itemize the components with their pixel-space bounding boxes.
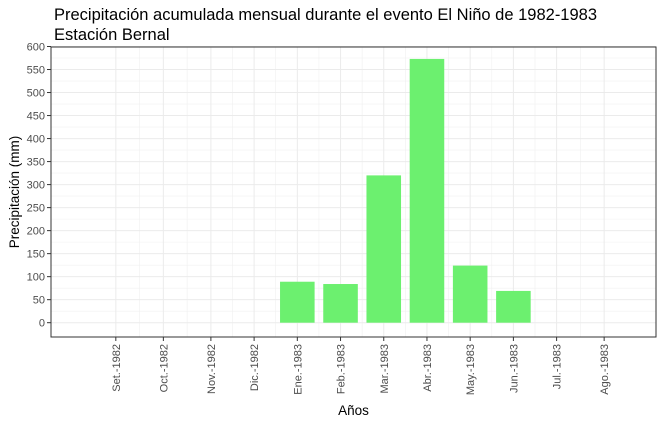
y-tick-label: 250 [27,203,45,215]
x-tick-label: Jul.-1983 [552,344,564,389]
x-tick-label: Ene.-1983 [292,344,304,395]
x-tick-label: May.-1983 [465,344,477,395]
bar [452,265,488,323]
y-tick-label: 50 [33,295,45,307]
y-tick-label: 350 [27,157,45,169]
y-tick-label: 150 [27,249,45,261]
chart-subtitle: Estación Bernal [54,26,170,44]
y-tick-label: 400 [27,134,45,146]
x-tick-label: Nov.-1982 [206,344,218,394]
y-tick-label: 100 [27,272,45,284]
x-tick-label: Set.-1982 [111,344,123,392]
x-tick-label: Jun.-1983 [508,344,520,393]
chart-title-block: Precipitación acumulada mensual durante … [54,5,597,45]
x-tick-label: Mar.-1983 [379,344,391,394]
bar [323,284,358,323]
y-tick-label: 450 [27,111,45,123]
y-axis-title: Precipitación (mm) [7,136,22,249]
x-tick-label: Ago.-1983 [599,344,611,395]
y-tick-label: 600 [27,42,45,54]
y-tick-label: 300 [27,180,45,192]
bar [409,58,445,323]
plot-panel-border [50,46,657,338]
x-tick-label: Dic.-1982 [249,344,261,391]
bar [366,175,402,323]
minor-grid [51,47,656,337]
x-axis-title: Años [338,403,369,418]
x-tick-label: Oct.-1982 [158,344,170,392]
y-tick-label: 500 [27,88,45,100]
chart-title: Precipitación acumulada mensual durante … [54,6,598,24]
x-axis-ticks: Set.-1982 Oct.-1982 Nov.-1982 Dic.-1982 Ene.… [111,337,611,395]
x-tick-label: Abr.-1983 [422,344,434,392]
bar [280,281,315,323]
y-axis-ticks: 0 50 100 150 200 250 300 350 400 450 500 550 600 [27,42,51,330]
y-tick-label: 200 [27,226,45,238]
bar [496,290,531,323]
y-tick-label: 550 [27,65,45,77]
y-tick-label: 0 [39,318,45,330]
bars [280,58,531,323]
x-tick-label: Feb.-1983 [336,344,348,394]
